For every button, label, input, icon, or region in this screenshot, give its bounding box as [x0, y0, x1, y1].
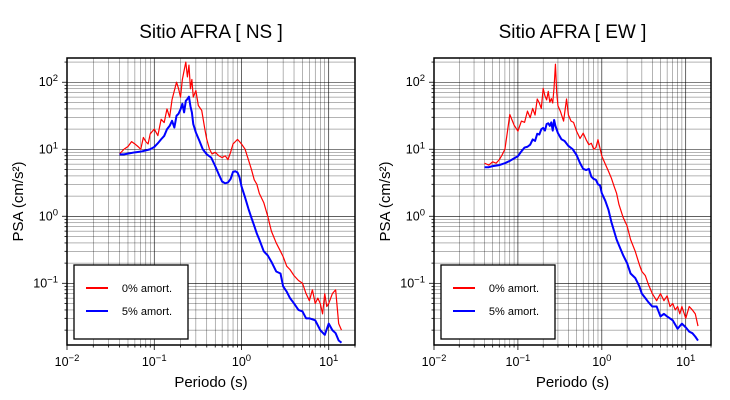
x-axis-label: Periodo (s)	[174, 374, 247, 391]
series-line-amort-0	[119, 61, 343, 331]
y-tick-label: 100	[39, 207, 58, 223]
y-tick-label: 10−1	[400, 274, 425, 290]
legend-label: 5% amort.	[489, 306, 539, 318]
legend-box	[440, 264, 556, 340]
legend-box	[73, 264, 189, 340]
x-tick-label: 10−1	[506, 353, 531, 369]
x-tick-label: 100	[232, 353, 251, 369]
x-tick-label: 10−2	[55, 353, 80, 369]
plot-frame	[433, 57, 712, 346]
legend: 0% amort. 5% amort.	[440, 264, 556, 340]
x-tick-label: 101	[319, 353, 338, 369]
tick-marks	[62, 61, 356, 350]
chart-title: Sitio AFRA [ EW ]	[499, 22, 647, 43]
y-tick-label: 102	[39, 73, 58, 89]
y-tick-label: 100	[406, 207, 425, 223]
x-tick-label: 10−2	[422, 353, 447, 369]
legend-label: 0% amort.	[122, 283, 172, 295]
x-tick-label: 101	[676, 353, 695, 369]
x-tick-label: 100	[592, 353, 611, 369]
chart-panel-ns: 10−2 10−1 100 101 10−1 100 101 102 Sitio AFRA [ …	[10, 22, 356, 391]
y-axis-label: PSA (cm/s²)	[377, 161, 394, 241]
chart-title: Sitio AFRA [ NS ]	[139, 22, 283, 43]
y-tick-label: 101	[406, 140, 425, 156]
legend: 0% amort. 5% amort.	[73, 264, 189, 340]
y-tick-label: 10−1	[33, 274, 58, 290]
chart-panel-ew: 10−2 10−1 100 101 10−1 100 101 102 Sitio AFRA [ …	[377, 22, 712, 391]
y-axis-label: PSA (cm/s²)	[10, 161, 27, 241]
series-line-amort-0	[484, 63, 699, 327]
y-tick-label: 102	[406, 73, 425, 89]
grid	[66, 58, 356, 345]
series-line-amort-5	[119, 95, 343, 344]
y-tick-label: 101	[39, 140, 58, 156]
legend-label: 5% amort.	[122, 306, 172, 318]
x-tick-label: 10−1	[142, 353, 167, 369]
series-line-amort-5	[484, 119, 699, 342]
x-axis-label: Periodo (s)	[536, 374, 609, 391]
plot-frame	[66, 57, 356, 346]
legend-label: 0% amort.	[489, 283, 539, 295]
